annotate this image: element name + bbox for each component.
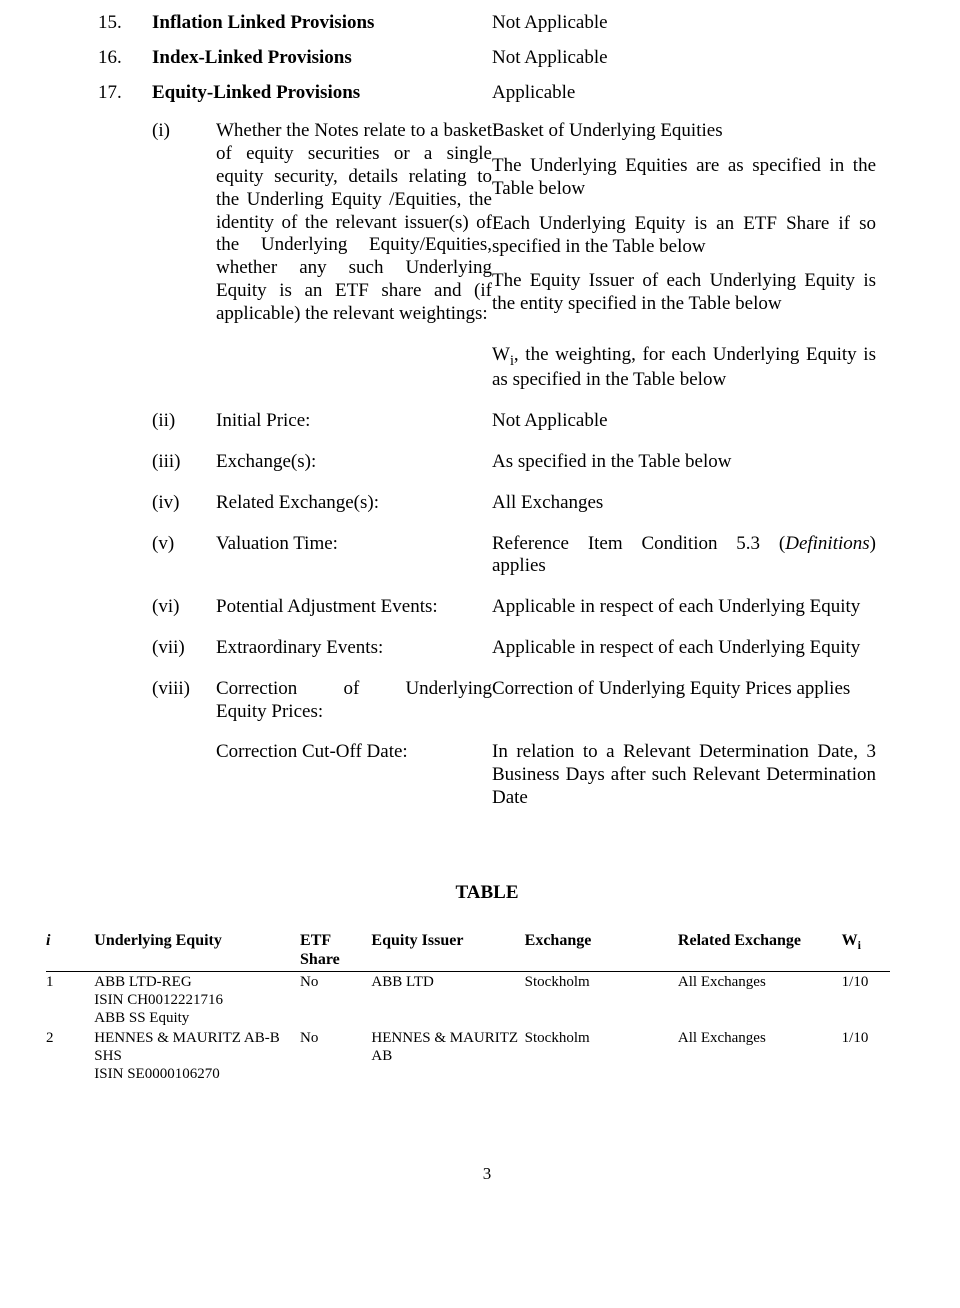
section-17: 17. Equity-Linked Provisions Applicable: [98, 82, 876, 105]
th-i: i: [46, 929, 94, 972]
th-related-exchange: Related Exchange: [678, 929, 842, 972]
item-ii-num: (ii): [152, 410, 216, 433]
table-row: 2 HENNES & MAURITZ AB-B SHS ISIN SE00001…: [46, 1028, 890, 1084]
item-viii-num: (viii): [152, 678, 216, 701]
item-cutoff-val: In relation to a Relevant Determination …: [492, 741, 876, 809]
item-i-p1: Basket of Underlying Equities: [492, 120, 876, 143]
row2-rexch: All Exchanges: [678, 1028, 842, 1084]
section-17-val: Applicable: [492, 82, 876, 105]
row1-rexch: All Exchanges: [678, 971, 842, 1028]
row1-ue: ABB LTD-REG ISIN CH0012221716 ABB SS Equ…: [94, 971, 300, 1028]
item-cutoff: Correction Cut-Off Date: In relation to …: [98, 741, 876, 809]
section-16-num: 16.: [98, 47, 152, 70]
th-wi-b: i: [858, 938, 861, 952]
table-header-row: i Underlying Equity ETF Share Equity Iss…: [46, 929, 890, 972]
page-number: 3: [98, 1164, 876, 1184]
item-i-num: (i): [152, 120, 216, 143]
section-16-label: Index-Linked Provisions: [152, 47, 492, 70]
item-cutoff-label: Correction Cut-Off Date:: [216, 741, 492, 764]
item-iv-label: Related Exchange(s):: [216, 492, 492, 515]
item-v-val-a: Reference Item Condition 5.3 (: [492, 533, 785, 554]
item-i-p2: The Underlying Equities are as specified…: [492, 155, 876, 201]
item-iii-val: As specified in the Table below: [492, 451, 876, 474]
section-15-label: Inflation Linked Provisions: [152, 12, 492, 35]
row2-ue1: HENNES & MAURITZ AB-B SHS: [94, 1029, 294, 1065]
row1-exch: Stockholm: [525, 971, 678, 1028]
row1-ue3: ABB SS Equity: [94, 1009, 294, 1027]
item-v-val: Reference Item Condition 5.3 (Definition…: [492, 533, 876, 579]
table-row: 1 ABB LTD-REG ISIN CH0012221716 ABB SS E…: [46, 971, 890, 1028]
item-vii: (vii) Extraordinary Events: Applicable i…: [98, 637, 876, 660]
row2-issuer: HENNES & MAURITZ AB: [371, 1028, 524, 1084]
item-iv-val: All Exchanges: [492, 492, 876, 515]
th-wi: Wi: [842, 929, 890, 972]
table-title: TABLE: [98, 882, 876, 905]
row2-etf: No: [300, 1028, 371, 1084]
item-v: (v) Valuation Time: Reference Item Condi…: [98, 533, 876, 579]
item-ii: (ii) Initial Price: Not Applicable: [98, 410, 876, 433]
th-etf-2: Share: [300, 950, 365, 969]
item-v-label: Valuation Time:: [216, 533, 492, 556]
item-vii-num: (vii): [152, 637, 216, 660]
row1-ue1: ABB LTD-REG: [94, 973, 294, 991]
row1-ue2: ISIN CH0012221716: [94, 991, 294, 1009]
item-vi: (vi) Potential Adjustment Events: Applic…: [98, 596, 876, 619]
row1-etf: No: [300, 971, 371, 1028]
equity-table: i Underlying Equity ETF Share Equity Iss…: [46, 929, 890, 1084]
row1-issuer: ABB LTD: [371, 971, 524, 1028]
item-v-num: (v): [152, 533, 216, 556]
section-15: 15. Inflation Linked Provisions Not Appl…: [98, 12, 876, 35]
section-16-val: Not Applicable: [492, 47, 876, 70]
row2-ue2: ISIN SE0000106270: [94, 1065, 294, 1083]
item-i-p3: Each Underlying Equity is an ETF Share i…: [492, 213, 876, 259]
section-17-num: 17.: [98, 82, 152, 105]
item-viii-label2: Equity Prices:: [216, 701, 492, 724]
item-vii-val: Applicable in respect of each Underlying…: [492, 637, 876, 660]
item-viii: (viii) Correction of Underlying Equity P…: [98, 678, 876, 724]
item-iii-label: Exchange(s):: [216, 451, 492, 474]
section-15-num: 15.: [98, 12, 152, 35]
section-15-val: Not Applicable: [492, 12, 876, 35]
item-iv-num: (iv): [152, 492, 216, 515]
row1-wi: 1/10: [842, 971, 890, 1028]
item-vi-val: Applicable in respect of each Underlying…: [492, 596, 876, 619]
th-exchange: Exchange: [525, 929, 678, 972]
item-iii: (iii) Exchange(s): As specified in the T…: [98, 451, 876, 474]
item-i-wi-a: W: [492, 344, 510, 365]
row1-i: 1: [46, 971, 94, 1028]
item-vi-label: Potential Adjustment Events:: [216, 596, 492, 619]
item-i-wi-b: , the weighting, for each Underlying Equ…: [492, 344, 876, 391]
item-v-val-b: Definitions: [785, 533, 869, 554]
item-ii-label: Initial Price:: [216, 410, 492, 433]
row2-ue: HENNES & MAURITZ AB-B SHS ISIN SE0000106…: [94, 1028, 300, 1084]
item-ii-val: Not Applicable: [492, 410, 876, 433]
row2-i: 2: [46, 1028, 94, 1084]
item-viii-val: Correction of Underlying Equity Prices a…: [492, 678, 876, 701]
item-i-label: Whether the Notes relate to a basket of …: [216, 120, 492, 325]
row2-exch: Stockholm: [525, 1028, 678, 1084]
th-wi-a: W: [842, 932, 858, 949]
item-i-val: Basket of Underlying Equities The Underl…: [492, 120, 876, 316]
item-viii-label1: Correction of Underlying: [216, 678, 492, 701]
th-underlying: Underlying Equity: [94, 929, 300, 972]
th-issuer: Equity Issuer: [371, 929, 524, 972]
item-i-p4: The Equity Issuer of each Underlying Equ…: [492, 270, 876, 316]
item-viii-label: Correction of Underlying Equity Prices:: [216, 678, 492, 724]
section-16: 16. Index-Linked Provisions Not Applicab…: [98, 47, 876, 70]
th-etf: ETF Share: [300, 929, 371, 972]
th-etf-1: ETF: [300, 931, 365, 950]
item-i: (i) Whether the Notes relate to a basket…: [98, 120, 876, 325]
item-i-wi: Wi, the weighting, for each Underlying E…: [98, 344, 876, 393]
item-i-wi-val: Wi, the weighting, for each Underlying E…: [492, 344, 876, 393]
section-17-label: Equity-Linked Provisions: [152, 82, 492, 105]
item-iii-num: (iii): [152, 451, 216, 474]
item-vi-num: (vi): [152, 596, 216, 619]
row2-wi: 1/10: [842, 1028, 890, 1084]
item-vii-label: Extraordinary Events:: [216, 637, 492, 660]
item-iv: (iv) Related Exchange(s): All Exchanges: [98, 492, 876, 515]
